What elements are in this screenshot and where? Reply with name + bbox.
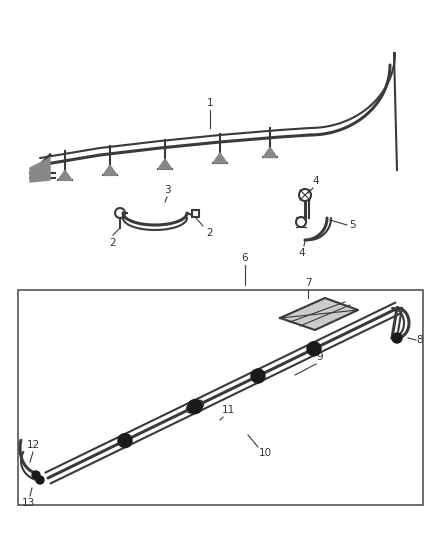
- Circle shape: [36, 476, 44, 484]
- Text: 7: 7: [305, 278, 311, 288]
- Text: 10: 10: [258, 448, 272, 458]
- Text: 2: 2: [207, 228, 213, 238]
- Text: 8: 8: [417, 335, 423, 345]
- Text: 5: 5: [350, 220, 356, 230]
- Text: 4: 4: [313, 176, 319, 186]
- Polygon shape: [30, 158, 50, 182]
- Circle shape: [188, 400, 202, 414]
- Polygon shape: [263, 148, 277, 157]
- Polygon shape: [158, 159, 172, 169]
- Polygon shape: [280, 298, 358, 330]
- Text: 4: 4: [299, 248, 305, 258]
- Text: 12: 12: [26, 440, 39, 450]
- Polygon shape: [58, 170, 72, 180]
- Text: 2: 2: [110, 238, 117, 248]
- Text: 13: 13: [21, 498, 35, 508]
- Circle shape: [307, 342, 321, 356]
- Text: 9: 9: [317, 352, 323, 362]
- Text: 6: 6: [242, 253, 248, 263]
- Text: 1: 1: [207, 98, 213, 108]
- Circle shape: [32, 471, 40, 479]
- Polygon shape: [213, 153, 227, 163]
- Circle shape: [392, 333, 402, 343]
- Circle shape: [251, 369, 265, 383]
- Circle shape: [118, 434, 132, 448]
- Text: 3: 3: [164, 185, 170, 195]
- Bar: [18, 290, 423, 505]
- Bar: [192, 210, 199, 217]
- Text: 11: 11: [221, 405, 235, 415]
- Polygon shape: [103, 165, 117, 175]
